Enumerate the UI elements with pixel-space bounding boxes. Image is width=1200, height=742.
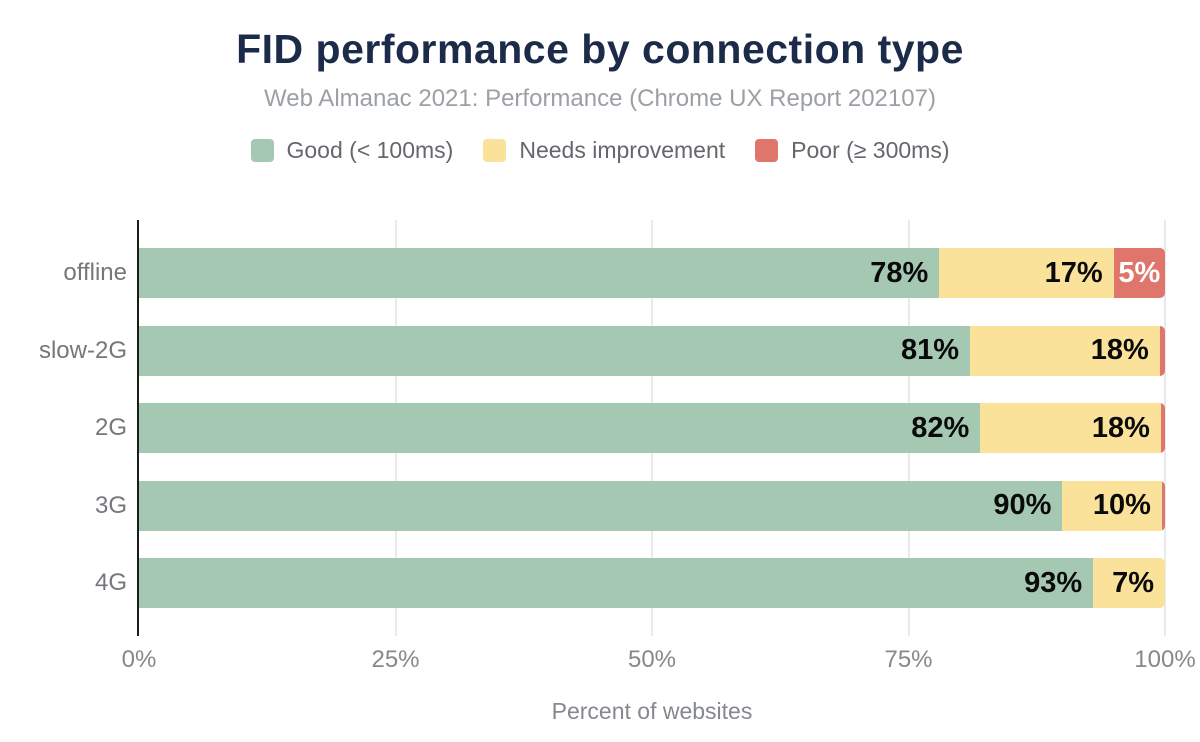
legend-swatch-needs-improvement-icon [483,139,507,163]
legend-item-needs-improvement: Needs improvement [483,137,725,164]
bar-segment-4G-Good (< 100ms): 93% [139,558,1094,608]
bar-segment-2G-Good (< 100ms): 82% [139,403,981,453]
bar-segment-2G-Poor (≥ 300ms) [1160,403,1165,453]
legend-label-poor: Poor (≥ 300ms) [791,137,950,164]
legend-swatch-good-icon [250,139,274,163]
bar-segment-3G-Poor (≥ 300ms) [1161,480,1165,531]
x-tick-label-0%: 0% [121,646,157,673]
chart-title: FID performance by connection type [236,26,964,72]
bar-row-offline: 78% 17% 5% [139,248,1165,298]
bar-row-slow-2G: 81% 18% [139,325,1165,376]
bar-row-2G: 82% 18% [139,403,1165,453]
bar-row-3G: 90% 10% [139,480,1165,531]
bar-segment-offline-Good (< 100ms): 78% [139,248,940,298]
gridline-100 [1164,220,1166,636]
bar-segment-3G-Needs improvement: 10% [1062,480,1162,531]
y-axis-label-2G: 2G [94,414,127,441]
bar-segment-4G-Needs improvement: 7% [1093,558,1165,608]
bar-segment-slow-2G-Poor (≥ 300ms) [1159,325,1165,376]
bar-segment-slow-2G-Needs improvement: 18% [970,325,1160,376]
x-tick-label-50%: 50% [627,646,677,673]
x-tick-label-25%: 25% [371,646,420,673]
chart-legend: Good (< 100ms) Needs improvement Poor (≥… [0,137,1200,164]
chart-subtitle: Web Almanac 2021: Performance (Chrome UX… [264,85,936,113]
legend-swatch-poor-icon [755,139,779,163]
x-tick-label-100%: 100% [1134,646,1196,673]
plot-area: Percent of websites offline 78% 17% 5% slow-… [39,220,1196,724]
bar-segment-offline-Poor (≥ 300ms): 5% [1113,248,1165,298]
y-axis-label-slow-2G: slow-2G [38,336,127,364]
chart-figure: FID performance by connection type Web A… [0,26,1200,742]
y-axis-label-3G: 3G [94,491,127,519]
x-tick-label-75%: 75% [884,646,933,673]
bar-segment-2G-Needs improvement: 18% [980,403,1161,453]
y-axis-label-4G: 4G [94,569,127,596]
bar-segment-3G-Good (< 100ms): 90% [139,480,1063,531]
x-axis-title: Percent of websites [551,698,753,724]
legend-label-good: Good (< 100ms) [286,137,454,164]
bar-row-4G: 93% 7% [139,558,1165,608]
bar-segment-offline-Needs improvement: 17% [939,248,1114,298]
y-axis-label-offline: offline [63,259,127,286]
legend-label-needs-improvement: Needs improvement [519,137,726,164]
legend-item-poor: Poor (≥ 300ms) [755,137,950,164]
bar-segment-slow-2G-Good (< 100ms): 81% [139,325,971,376]
legend-item-good: Good (< 100ms) [250,137,454,164]
